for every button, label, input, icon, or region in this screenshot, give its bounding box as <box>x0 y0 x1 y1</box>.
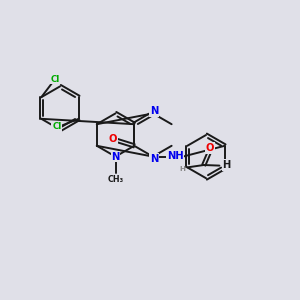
Text: N: N <box>150 106 159 116</box>
Text: H: H <box>223 160 231 170</box>
Text: Cl: Cl <box>50 75 60 84</box>
Text: O: O <box>108 134 117 144</box>
Text: H: H <box>179 166 185 172</box>
Text: N: N <box>111 152 120 162</box>
Text: N: N <box>150 154 159 164</box>
Text: NH: NH <box>167 151 183 161</box>
Text: CH₃: CH₃ <box>107 175 124 184</box>
Text: Cl: Cl <box>52 122 62 131</box>
Text: O: O <box>206 143 214 153</box>
